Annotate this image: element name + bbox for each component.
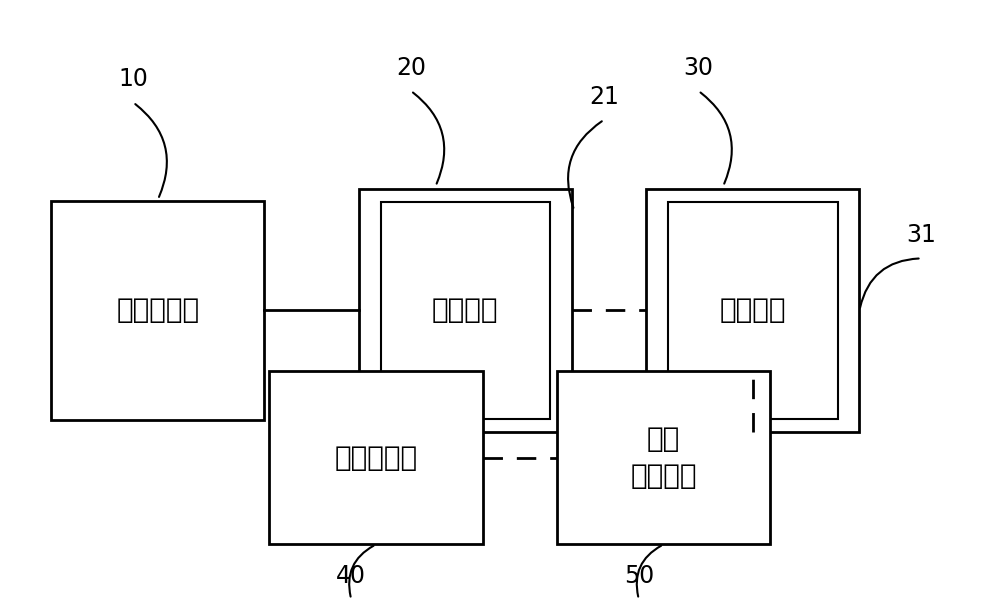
Bar	[557, 371, 770, 544]
Text: 分接开关: 分接开关	[432, 296, 499, 325]
Text: 电压采集器: 电压采集器	[334, 444, 418, 472]
Text: 信号
传输装置: 信号 传输装置	[630, 425, 697, 490]
Bar	[51, 200, 264, 420]
Bar	[381, 202, 550, 419]
Bar	[668, 202, 838, 419]
Text: 30: 30	[683, 56, 713, 80]
Bar	[646, 189, 859, 432]
Text: 50: 50	[624, 564, 654, 588]
Text: 40: 40	[336, 564, 366, 588]
Text: 10: 10	[118, 67, 148, 91]
Text: 31: 31	[907, 223, 936, 247]
Bar	[359, 189, 572, 432]
Text: 检测单元: 检测单元	[720, 296, 786, 325]
Text: 21: 21	[589, 85, 619, 109]
Bar	[269, 371, 483, 544]
Text: 变压器主体: 变压器主体	[116, 296, 199, 325]
Text: 20: 20	[396, 56, 426, 80]
